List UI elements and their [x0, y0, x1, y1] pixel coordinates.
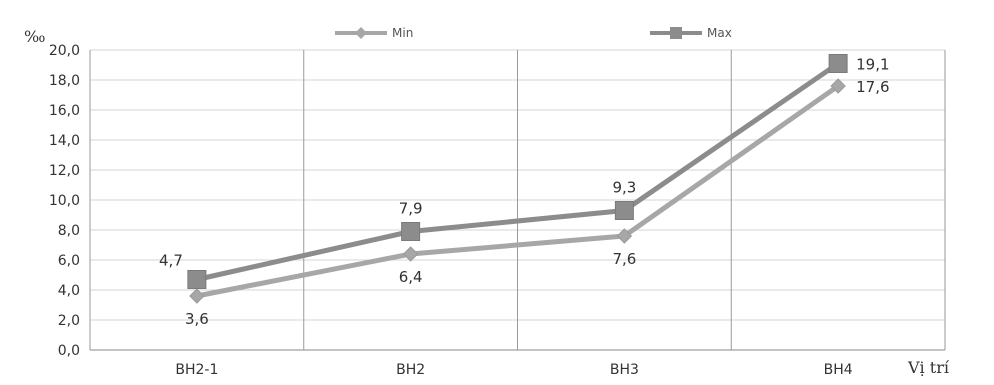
- grid-layer: [89, 49, 946, 351]
- legend-marker-min: [355, 27, 367, 39]
- data-label-max: 9,3: [612, 179, 636, 197]
- marker-max: [401, 222, 421, 241]
- marker-max: [614, 201, 634, 220]
- legend-marker-max: [670, 27, 682, 39]
- series-layer: [187, 54, 848, 304]
- y-tick-label: 2,0: [58, 313, 80, 329]
- x-tick-label: BH4: [824, 362, 853, 378]
- axis-layer: 0,0 2,0 4,0 6,0 8,0 10,0 12,0 14,0 16,0 18,0 20,0 B…: [49, 43, 853, 378]
- y-tick-label: 20,0: [49, 43, 80, 59]
- legend: Min Max: [335, 26, 732, 40]
- marker-max: [828, 54, 848, 73]
- data-label-max: 19,1: [856, 56, 889, 74]
- marker-min: [402, 246, 419, 262]
- marker-max: [187, 270, 207, 289]
- data-label-max: 4,7: [159, 252, 183, 270]
- series-line-min: [194, 83, 841, 299]
- y-tick-label: 6,0: [58, 253, 80, 269]
- y-tick-label: 8,0: [58, 223, 80, 239]
- legend-label-max: Max: [707, 26, 732, 40]
- x-tick-label: BH3: [610, 362, 639, 378]
- legend-label-min: Min: [392, 26, 413, 40]
- y-tick-label: 0,0: [58, 343, 80, 359]
- marker-min: [830, 78, 846, 94]
- data-label-min: 17,6: [856, 78, 889, 96]
- data-label-min: 6,4: [399, 268, 423, 286]
- y-tick-label: 14,0: [49, 133, 80, 149]
- data-label-layer: 3,6 6,4 7,6 17,6 4,7 7,9 9,3 19,1: [159, 56, 890, 329]
- y-tick-label: 16,0: [49, 103, 80, 119]
- x-tick-label: BH2-1: [175, 362, 218, 378]
- y-tick-label: 18,0: [49, 73, 80, 89]
- y-tick-label: 12,0: [49, 163, 80, 179]
- data-label-min: 7,6: [612, 250, 636, 268]
- data-label-max: 7,9: [399, 200, 423, 218]
- y-axis-label: ‰: [24, 27, 45, 46]
- y-tick-label: 10,0: [49, 193, 80, 209]
- x-axis-label: Vị trí: [907, 358, 950, 377]
- y-tick-label: 4,0: [58, 283, 80, 299]
- marker-min: [189, 288, 205, 304]
- data-label-min: 3,6: [185, 310, 209, 328]
- x-tick-label: BH2: [396, 362, 425, 378]
- marker-min: [616, 228, 633, 244]
- series-line-max: [194, 61, 841, 282]
